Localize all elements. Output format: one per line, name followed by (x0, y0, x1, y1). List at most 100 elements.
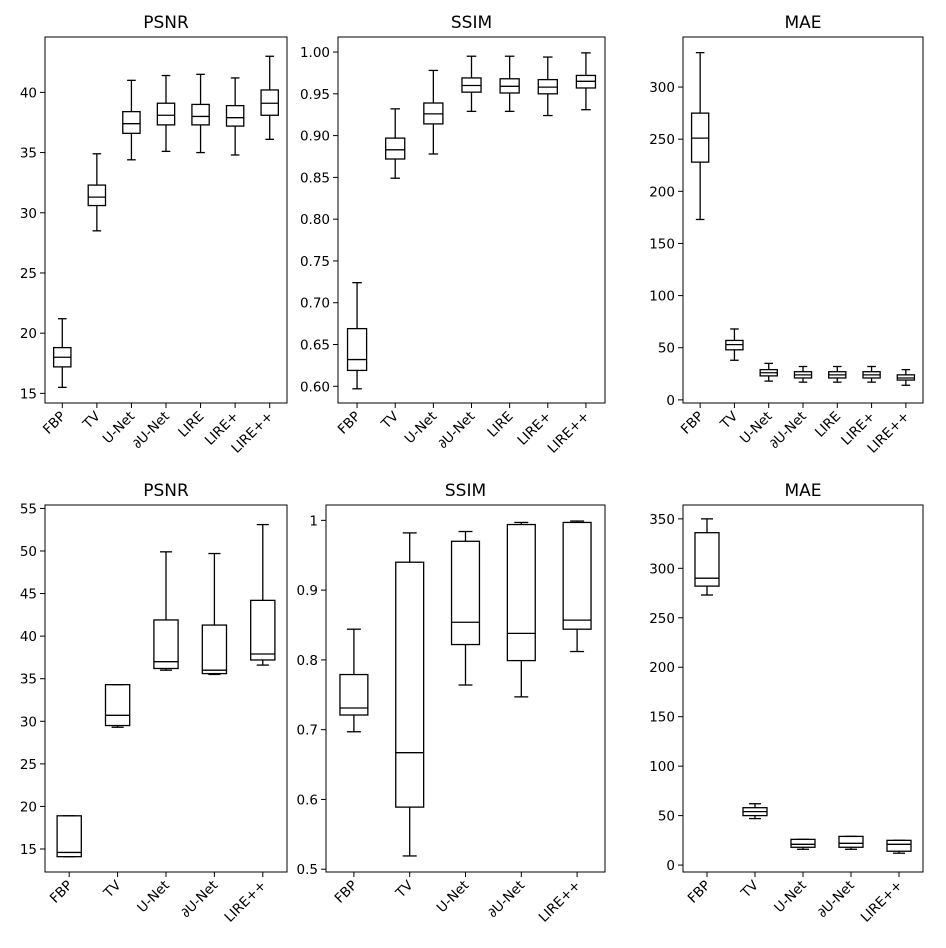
subplot-2: SSIM 0.60 0.65 0.70 0.75 0.80 0.85 0.90 0.95 1.00… (300, 13, 606, 457)
iqr-box (156, 102, 176, 126)
iqr-box (56, 815, 82, 858)
x-tick-label: TV (378, 408, 403, 433)
y-tick-label: 15 (20, 386, 37, 402)
y-tick-label: 50 (20, 544, 37, 560)
y-tick-label: 100 (649, 289, 675, 305)
y-tick-label: 55 (20, 501, 37, 517)
y-tick-label: 15 (20, 842, 37, 858)
box-plot-5 (250, 523, 276, 666)
x-tick-label: FBP (332, 878, 361, 907)
box-plot-2 (385, 108, 406, 179)
x-tick-label: FBP (47, 878, 76, 907)
y-tick-label: 0.85 (300, 170, 330, 186)
iqr-box (153, 619, 179, 670)
box-plot-4 (201, 552, 228, 676)
y-tick-label: 0.90 (300, 129, 330, 145)
box-plot-3 (759, 362, 778, 382)
y-tick-label: 200 (649, 660, 675, 676)
x-tick-label: TV (737, 877, 762, 902)
x-tick-label: U-Net (771, 878, 810, 917)
box-plot-1 (56, 815, 82, 858)
box-plot-1 (346, 282, 368, 390)
y-tick-label: 0 (666, 393, 675, 409)
subplot-5: SSIM 0.5 0.6 0.7 0.8 0.9 1 FBP TV U-Net ∂U-Net LIRE… (297, 481, 606, 926)
box-plot-3 (423, 69, 444, 155)
box-plot-1 (690, 51, 710, 221)
box-plot-7 (575, 52, 597, 111)
subplot-6: MAE 0 50 100 150 200 250 300 350 FBP TV U-Net ∂U-Net… (649, 481, 924, 926)
axes-frame (325, 504, 606, 873)
iqr-box (694, 532, 720, 587)
y-tick-label: 0.6 (297, 792, 318, 808)
x-tick-label: FBP (335, 409, 364, 438)
x-tick-label: FBP (685, 878, 714, 907)
y-tick-label: 1 (309, 513, 318, 529)
y-tick-label: 0 (666, 858, 675, 874)
y-tick-label: 30 (20, 206, 37, 222)
box-plot-5 (499, 55, 520, 113)
box-plot-5 (562, 520, 592, 653)
iqr-box (225, 104, 245, 127)
iqr-box (122, 110, 141, 134)
y-tick-label: 0.9 (297, 583, 318, 599)
x-tick-label: ∂U-Net (485, 878, 528, 921)
y-tick-label: 25 (20, 757, 37, 773)
axes-frame (44, 504, 288, 873)
x-tick-label: LIRE++ (545, 409, 593, 457)
y-tick-label: 0.95 (300, 87, 330, 103)
x-tick-label: TV (392, 877, 417, 902)
y-tick-label: 35 (20, 146, 37, 162)
y-tick-label: 30 (20, 714, 37, 730)
x-tick-label: LIRE++ (536, 878, 584, 926)
x-tick-label: TV (79, 408, 104, 433)
box-plot-1 (339, 628, 369, 733)
y-tick-label: 300 (649, 80, 675, 96)
y-tick-label: 40 (20, 629, 37, 645)
box-plot-3 (153, 551, 179, 671)
iqr-box (886, 839, 912, 852)
y-tick-label: 20 (20, 799, 37, 815)
iqr-box (506, 523, 536, 662)
box-plot-6 (225, 77, 245, 156)
box-plot-1 (52, 318, 72, 388)
y-tick-label: 0.5 (297, 862, 318, 878)
box-plot-6 (862, 365, 881, 383)
y-tick-label: 250 (649, 611, 675, 627)
y-tick-label: 40 (20, 85, 37, 101)
x-tick-label: LIRE (484, 409, 516, 441)
x-tick-label: ∂U-Net (766, 409, 809, 452)
plot-title: MAE (784, 13, 821, 33)
axes-frame (682, 36, 924, 404)
y-tick-label: 0.75 (300, 254, 330, 270)
box-plot-5 (191, 73, 210, 154)
x-tick-label: ∂U-Net (435, 409, 478, 452)
iqr-box (339, 673, 369, 716)
box-plot-2 (87, 153, 107, 232)
y-tick-label: 150 (649, 236, 675, 252)
iqr-box (838, 835, 864, 848)
box-plot-2 (742, 803, 768, 820)
y-tick-label: 0.80 (300, 212, 330, 228)
y-tick-label: 45 (20, 587, 37, 603)
box-plot-5 (886, 839, 912, 854)
iqr-box (104, 684, 131, 727)
box-plot-4 (506, 521, 536, 698)
y-tick-label: 350 (649, 512, 675, 528)
x-tick-label: FBP (40, 409, 69, 438)
y-tick-label: 0.65 (300, 338, 330, 354)
y-tick-label: 50 (658, 341, 675, 357)
iqr-box (790, 838, 816, 848)
y-tick-label: 0.7 (297, 723, 318, 739)
box-plot-2 (104, 684, 131, 728)
axes-frame (44, 36, 288, 404)
iqr-box (191, 103, 210, 126)
box-plot-1 (694, 518, 720, 596)
iqr-box (385, 137, 406, 160)
box-plot-6 (537, 56, 558, 117)
iqr-box (346, 327, 368, 372)
y-tick-label: 0.8 (297, 653, 318, 669)
y-tick-label: 0.70 (300, 296, 330, 312)
y-tick-label: 1.00 (300, 45, 330, 61)
